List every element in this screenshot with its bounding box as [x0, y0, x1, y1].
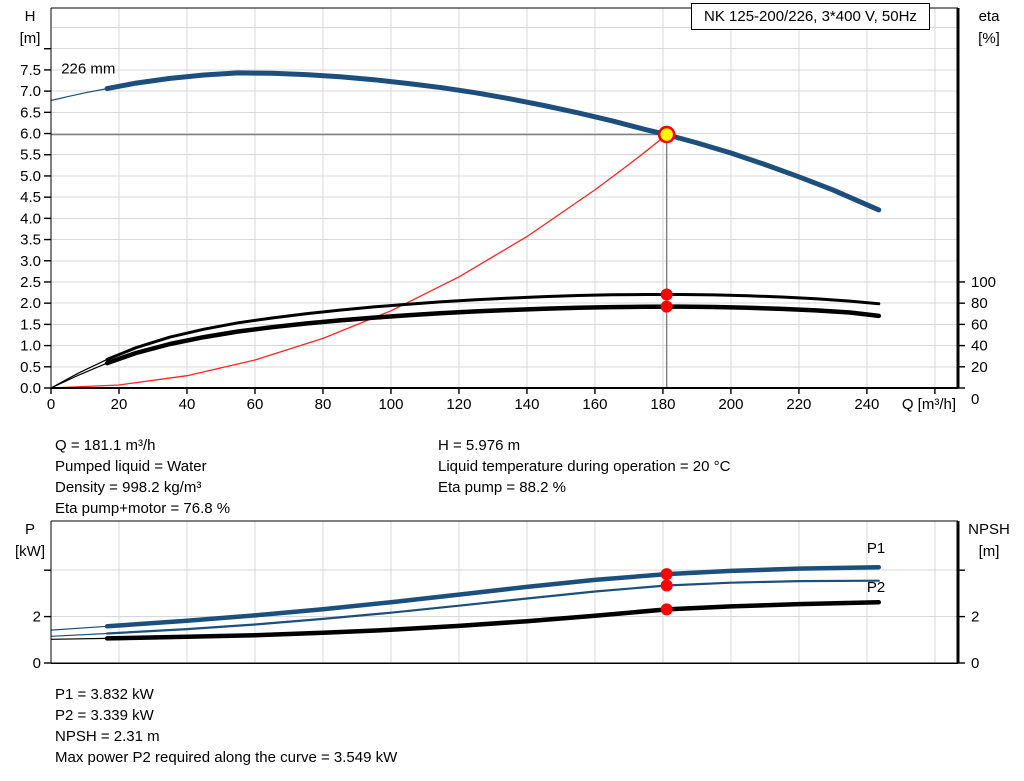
- p1-power-curve: [104, 564, 882, 629]
- system-curve: [50, 133, 668, 389]
- svg-text:3.0: 3.0: [20, 253, 41, 270]
- svg-text:[%]: [%]: [978, 30, 1000, 47]
- svg-text:20: 20: [971, 359, 988, 376]
- svg-text:[m]: [m]: [979, 543, 1000, 560]
- npsh-curve: [104, 599, 882, 641]
- svg-text:0: 0: [47, 396, 55, 413]
- p1-power-curve-lead-in: [50, 625, 108, 631]
- svg-text:220: 220: [786, 396, 811, 413]
- svg-text:120: 120: [446, 396, 471, 413]
- svg-text:5.0: 5.0: [20, 168, 41, 185]
- svg-text:80: 80: [315, 396, 332, 413]
- svg-text:3.5: 3.5: [20, 232, 41, 249]
- svg-text:P2: P2: [867, 579, 885, 596]
- svg-text:100: 100: [378, 396, 403, 413]
- duty-dot-marker: [660, 568, 673, 581]
- power-info: P1 = 3.832 kW P2 = 3.339 kW NPSH = 2.31 …: [55, 684, 397, 768]
- pump-head-curve-226mm-lead-in: [50, 88, 108, 102]
- svg-text:60: 60: [247, 396, 264, 413]
- svg-text:2: 2: [33, 609, 41, 626]
- svg-text:180: 180: [650, 396, 675, 413]
- svg-text:4.0: 4.0: [20, 210, 41, 227]
- eta-pump-motor-curve: [104, 304, 882, 366]
- svg-text:0: 0: [971, 655, 979, 672]
- hq-eta-chart: 0.0 0.5 1.0 1.5 2.0 2.5 3.0 3.5 4.0 4.5 5.0 5.5 6.0 6…: [20, 7, 1001, 413]
- info-line-p2: P2 = 3.339 kW: [55, 707, 154, 724]
- eta-pump-motor-curve-lead-in: [50, 362, 108, 389]
- info-line-density: Density = 998.2 kg/m³: [55, 479, 202, 496]
- svg-text:eta: eta: [979, 8, 1001, 25]
- duty-dot-marker: [660, 579, 673, 592]
- duty-dot-marker: [660, 300, 673, 313]
- svg-text:60: 60: [971, 316, 988, 333]
- svg-text:0: 0: [971, 391, 979, 408]
- svg-text:0: 0: [33, 655, 41, 672]
- svg-text:240: 240: [854, 396, 879, 413]
- svg-text:6.5: 6.5: [20, 104, 41, 121]
- info-line-h: H = 5.976 m: [438, 437, 521, 454]
- eta-pump-curve: [105, 293, 881, 361]
- svg-text:H: H: [25, 8, 36, 25]
- svg-text:5.5: 5.5: [20, 147, 41, 164]
- info-line-liquid-temperature: Liquid temperature during operation = 20…: [438, 458, 731, 475]
- svg-text:160: 160: [582, 396, 607, 413]
- info-line-pumped-liquid: Pumped liquid = Water: [55, 458, 207, 475]
- power-npsh-chart: 0 2 0 2 P [kW] NPSH [m] P1 P2: [15, 520, 1010, 672]
- info-line-eta-pump-motor: Eta pump+motor = 76.8 %: [55, 500, 231, 517]
- info-line-max-power: Max power P2 required along the curve = …: [55, 749, 398, 766]
- svg-text:7.0: 7.0: [20, 83, 41, 100]
- info-line-npsh: NPSH = 2.31 m: [55, 728, 160, 745]
- info-line-eta-pump: Eta pump = 88.2 %: [438, 479, 566, 496]
- svg-text:Q [m³/h]: Q [m³/h]: [902, 396, 956, 413]
- svg-text:1.5: 1.5: [20, 316, 41, 333]
- svg-text:2.5: 2.5: [20, 274, 41, 291]
- pump-title-box: NK 125-200/226, 3*400 V, 50Hz: [691, 3, 930, 30]
- svg-text:40: 40: [179, 396, 196, 413]
- svg-text:0.5: 0.5: [20, 359, 41, 376]
- duty-dot-marker: [660, 288, 673, 301]
- svg-text:1.0: 1.0: [20, 338, 41, 355]
- svg-text:100: 100: [971, 274, 996, 291]
- duty-point-info-right: H = 5.976 m Liquid temperature during op…: [438, 435, 730, 498]
- operating-point-marker: [657, 125, 676, 144]
- svg-text:0.0: 0.0: [20, 380, 41, 397]
- svg-text:[m]: [m]: [20, 30, 41, 47]
- svg-text:7.5: 7.5: [20, 62, 41, 79]
- svg-text:226 mm: 226 mm: [61, 60, 115, 77]
- svg-text:140: 140: [514, 396, 539, 413]
- info-line-q: Q = 181.1 m³/h: [55, 437, 156, 454]
- svg-text:6.0: 6.0: [20, 126, 41, 143]
- svg-text:[kW]: [kW]: [15, 543, 45, 560]
- npsh-curve-lead-in: [50, 637, 108, 640]
- svg-text:200: 200: [718, 396, 743, 413]
- duty-dot-marker: [660, 603, 673, 616]
- info-line-p1: P1 = 3.832 kW: [55, 686, 154, 703]
- svg-text:P: P: [25, 521, 35, 538]
- duty-point-info-left: Q = 181.1 m³/h Pumped liquid = Water Den…: [55, 435, 230, 519]
- svg-text:2.0: 2.0: [20, 295, 41, 312]
- svg-text:2: 2: [971, 609, 979, 626]
- pump-head-curve-226mm: [104, 70, 882, 213]
- svg-text:80: 80: [971, 295, 988, 312]
- svg-text:20: 20: [111, 396, 128, 413]
- eta-pump-curve-lead-in: [50, 358, 108, 389]
- svg-text:P1: P1: [867, 540, 885, 557]
- svg-text:40: 40: [971, 338, 988, 355]
- svg-text:4.5: 4.5: [20, 189, 41, 206]
- p2-power-curve-lead-in: [50, 632, 108, 637]
- p2-power-curve: [105, 579, 880, 635]
- svg-text:NPSH: NPSH: [968, 521, 1010, 538]
